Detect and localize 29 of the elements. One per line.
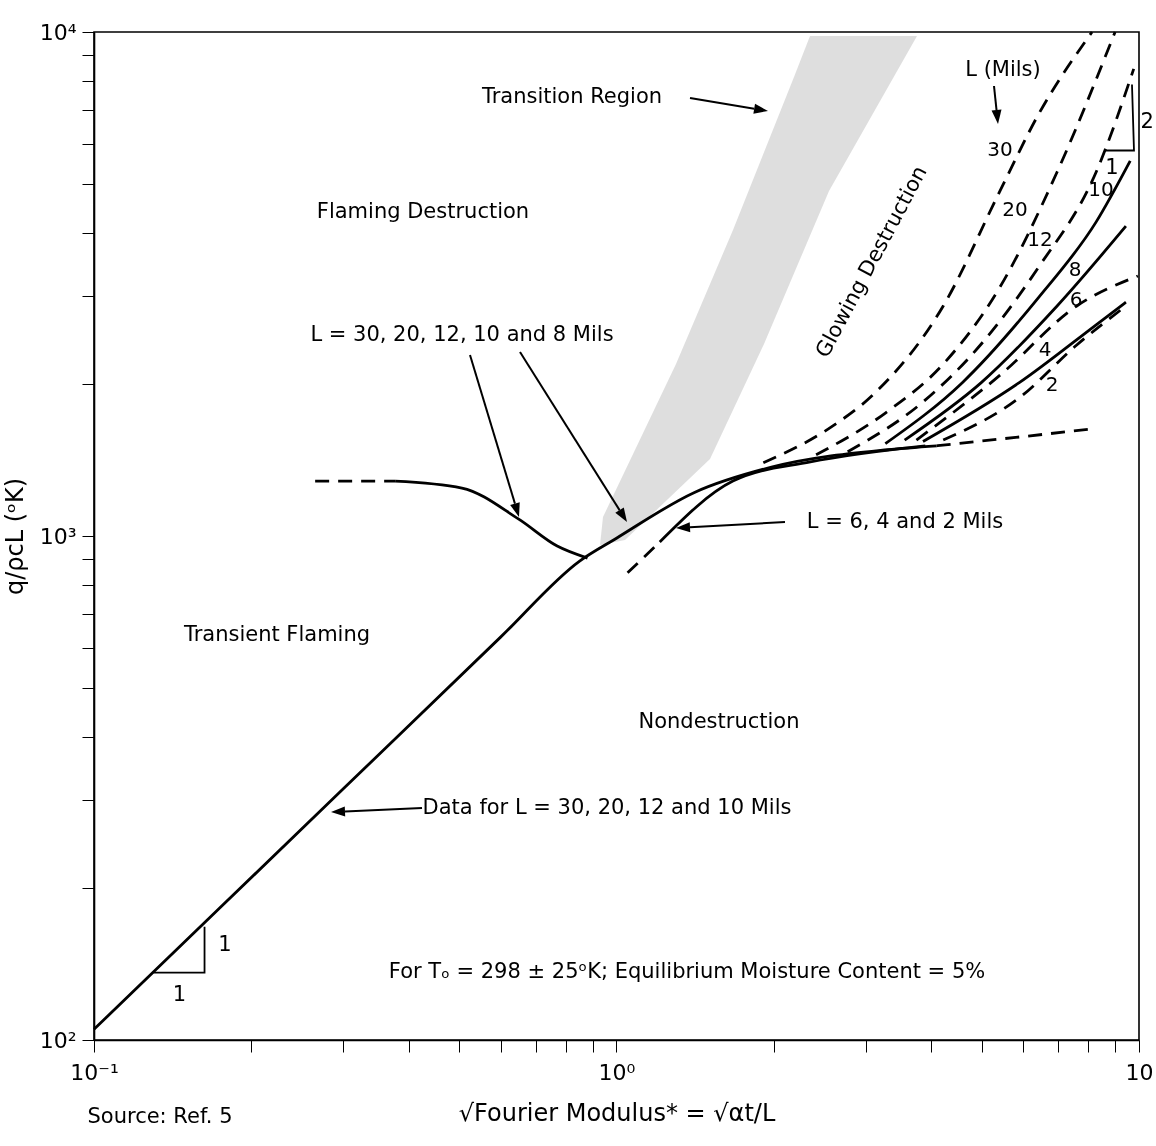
series-label: 12	[1027, 227, 1053, 251]
annotation: 1	[1105, 155, 1119, 180]
annotation: 1	[172, 981, 187, 1006]
annotation: For Tₒ = 298 ± 25ᵒK; Equilibrium Moisture Content = 5%	[388, 959, 986, 983]
annotation: L = 6, 4 and 2 Mils	[806, 509, 1004, 533]
series-label: 4	[1038, 337, 1052, 361]
series-label: 8	[1068, 257, 1082, 281]
series-label: 2	[1045, 372, 1059, 396]
annotation: Nondestruction	[638, 709, 800, 733]
annotation: Flaming Destruction	[316, 199, 530, 223]
legend-label: 30	[987, 137, 1013, 161]
y-tick-label: 10³	[39, 523, 77, 549]
annotation: Transient Flaming	[182, 622, 371, 646]
x-axis-title: √Fourier Modulus* = √αt/L	[458, 1098, 776, 1127]
annotation: L (Mils)	[965, 57, 1041, 81]
y-tick-label: 10⁴	[39, 19, 77, 45]
y-tick-label: 10²	[39, 1027, 77, 1053]
annotation: Transition Region	[480, 84, 663, 108]
series-label: 20	[1002, 197, 1028, 221]
series-label: 10	[1088, 177, 1114, 201]
annotation: 2	[1140, 108, 1154, 133]
source-note: Source: Ref. 5	[87, 1104, 233, 1128]
x-tick-label: 10⁻¹	[70, 1059, 119, 1085]
annotation: 1	[218, 931, 232, 956]
y-axis-title: q/ρcL (ᵒK)	[0, 477, 29, 596]
x-tick-label: 10⁰	[598, 1059, 636, 1085]
annotation: Data for L = 30, 20, 12 and 10 Mils	[422, 795, 792, 819]
annotation: L = 30, 20, 12, 10 and 8 Mils	[310, 322, 614, 346]
x-tick-label: 10	[1125, 1059, 1154, 1085]
